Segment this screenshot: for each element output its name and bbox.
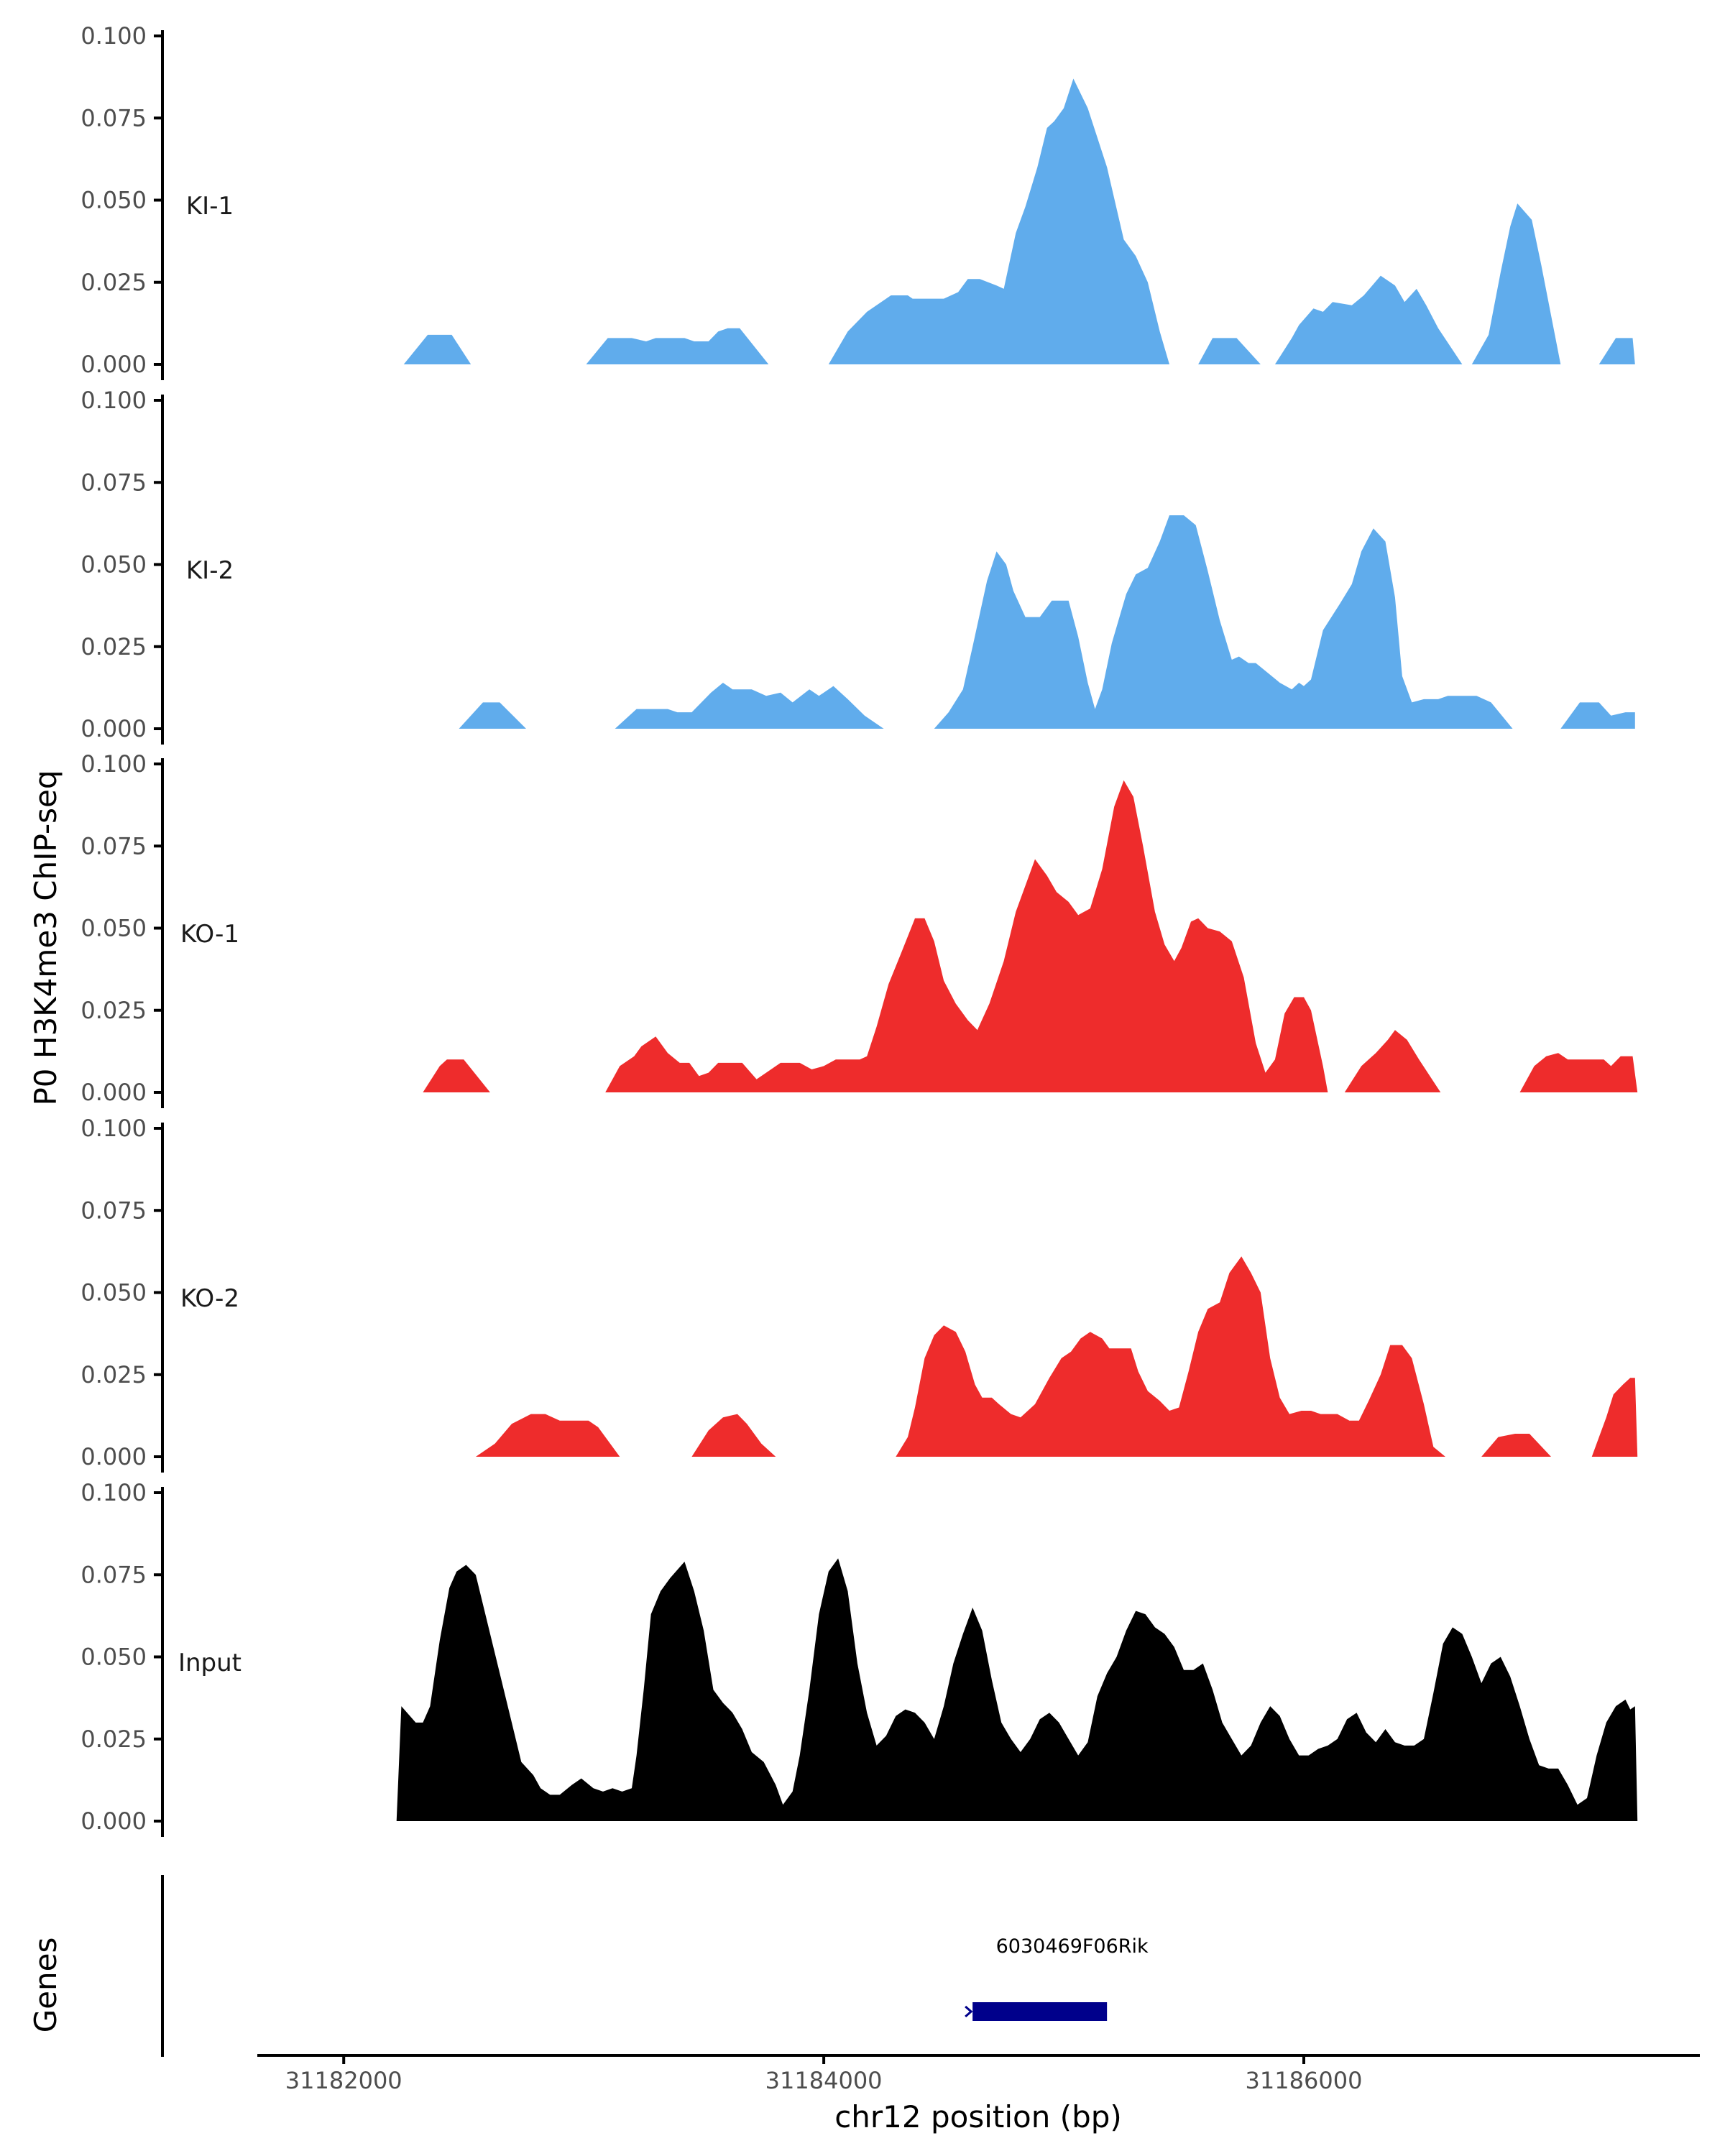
track-ki-2: 0.000 0.025 0.050 0.075 0.100 KI-2 — [80, 387, 1635, 745]
signal-area — [423, 1059, 490, 1092]
signal-area — [1598, 338, 1635, 364]
y-tick-label: 0.025 — [80, 269, 147, 296]
track-ko-1: 0.000 0.025 0.050 0.075 0.100 KO-1 — [80, 750, 1638, 1108]
genes-axis-title: Genes — [28, 1938, 63, 2033]
y-tick-label: 0.025 — [80, 1726, 147, 1753]
track-label: Input — [178, 1649, 242, 1677]
y-tick-label: 0.100 — [80, 22, 147, 50]
y-tick-label: 0.100 — [80, 1479, 147, 1506]
signal-area — [1471, 203, 1561, 364]
signal-area — [396, 1558, 1638, 1821]
y-tick-label: 0.075 — [80, 1197, 147, 1224]
strand-arrow-icon — [965, 2005, 973, 2018]
signal-area — [475, 1414, 620, 1457]
signal-area — [1274, 275, 1463, 364]
signal-area — [934, 515, 1513, 729]
y-tick-label: 0.075 — [80, 469, 147, 496]
gene-name-label: 6030469F06Rik — [996, 1935, 1149, 1958]
signal-area — [1519, 1053, 1638, 1092]
y-tick-label: 0.050 — [80, 551, 147, 579]
signal-area — [459, 702, 526, 729]
gene-body — [972, 2002, 1108, 2021]
y-tick-label: 0.100 — [80, 1115, 147, 1142]
y-tick-label: 0.025 — [80, 997, 147, 1024]
y-tick-label: 0.050 — [80, 1644, 147, 1671]
track-ko-2: 0.000 0.025 0.050 0.075 0.100 KO-2 — [80, 1115, 1638, 1473]
y-tick-label: 0.075 — [80, 832, 147, 860]
y-tick-label: 0.000 — [80, 351, 147, 378]
y-tick-label: 0.025 — [80, 1361, 147, 1388]
y-tick-label: 0.100 — [80, 750, 147, 778]
signal-area — [1344, 1030, 1441, 1092]
x-tick-label: 31184000 — [765, 2067, 883, 2094]
y-tick-label: 0.075 — [80, 1561, 147, 1588]
signal-area — [403, 334, 472, 364]
signal-area — [828, 78, 1169, 365]
x-axis-title: chr12 position (bp) — [834, 2099, 1122, 2134]
signal-area — [586, 328, 769, 364]
y-tick-label: 0.025 — [80, 633, 147, 660]
signal-area — [691, 1414, 776, 1457]
x-tick-label: 31182000 — [285, 2067, 402, 2094]
signal-area — [896, 1256, 1445, 1457]
tracks-layer: 0.0000.0250.0500.0750.100KI-10.0000.0250… — [80, 22, 1638, 1837]
x-axis-ticks: 31182000 31184000 31186000 — [285, 2055, 1363, 2094]
track-label: KO-1 — [180, 920, 239, 949]
signal-area — [1591, 1378, 1638, 1457]
track-label: KO-2 — [180, 1284, 239, 1313]
track-label: KI-1 — [186, 192, 234, 221]
signal-area — [1481, 1434, 1551, 1457]
signal-area — [605, 780, 1328, 1092]
signal-area — [1560, 702, 1635, 729]
signal-area — [615, 683, 884, 729]
y-tick-label: 0.000 — [80, 1079, 147, 1106]
gene-layer: 6030469F06Rik — [965, 1935, 1149, 2021]
y-tick-label: 0.000 — [80, 715, 147, 742]
y-tick-label: 0.100 — [80, 387, 147, 414]
track-label: KI-2 — [186, 556, 234, 585]
track-input: 0.000 0.025 0.050 0.075 0.100 Input — [80, 1479, 1638, 1837]
y-tick-label: 0.000 — [80, 1807, 147, 1835]
y-tick-label: 0.050 — [80, 915, 147, 942]
y-axis-title: P0 H3K4me3 ChIP-seq — [28, 770, 63, 1105]
y-tick-label: 0.075 — [80, 104, 147, 132]
y-tick-label: 0.050 — [80, 1279, 147, 1307]
signal-area — [1198, 338, 1261, 364]
track-ki-1: 0.000 0.025 0.050 0.075 0.100 KI-1 — [80, 22, 1635, 380]
y-tick-label: 0.050 — [80, 187, 147, 214]
x-tick-label: 31186000 — [1246, 2067, 1363, 2094]
y-tick-label: 0.000 — [80, 1443, 147, 1470]
